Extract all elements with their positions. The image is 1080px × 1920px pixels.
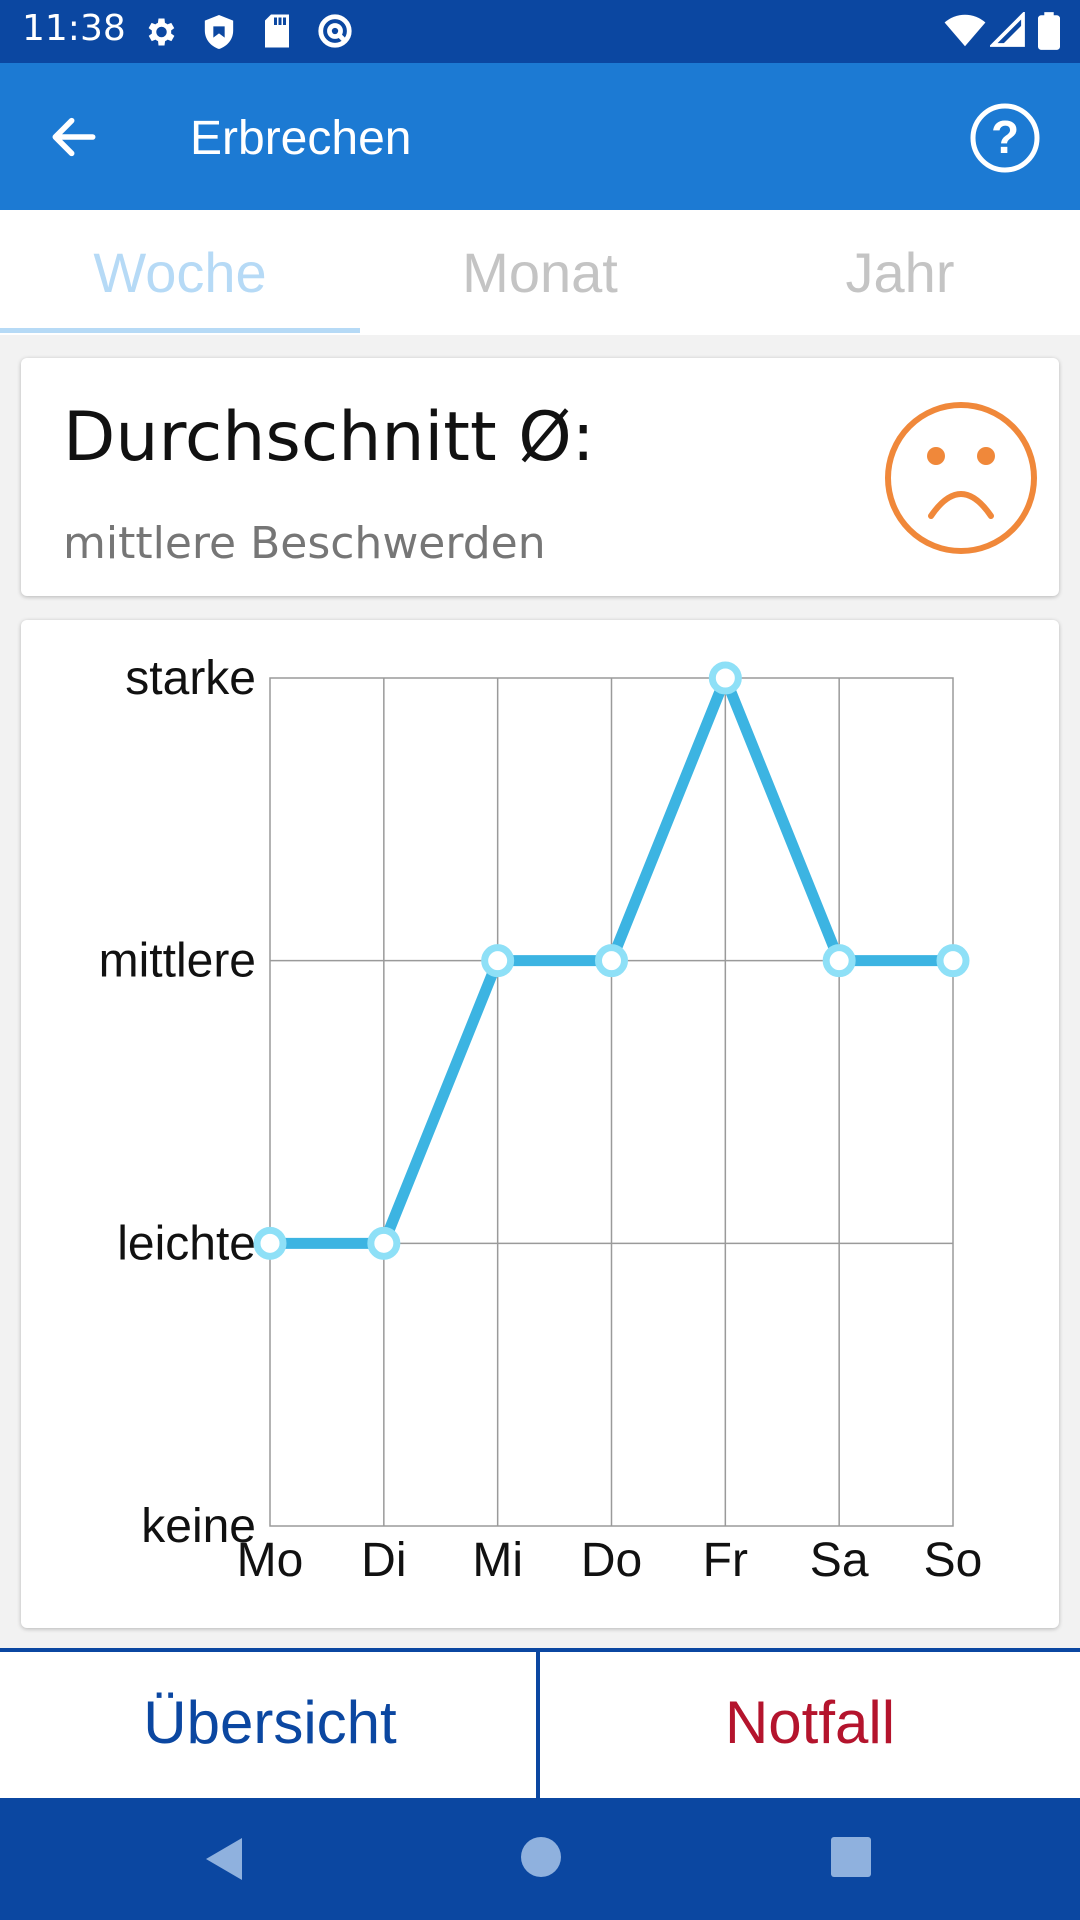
app-bar: Erbrechen ?	[0, 63, 1080, 210]
signal-icon	[990, 12, 1025, 47]
tab-indicator	[0, 328, 360, 333]
chart-card: keine leichte mittlere starke Mo Di Mi Do Fr Sa So	[21, 620, 1059, 1628]
vpn-key-icon	[318, 14, 352, 48]
data-point	[936, 944, 970, 978]
nav-back-icon[interactable]	[200, 1834, 250, 1884]
status-bar: 11:38	[0, 0, 1080, 63]
overview-button[interactable]: Übersicht	[143, 1689, 397, 1756]
back-arrow-icon[interactable]	[44, 109, 104, 165]
data-point	[481, 944, 515, 978]
page-title: Erbrechen	[190, 112, 412, 165]
button-divider	[536, 1652, 540, 1798]
average-value: mittlere Beschwerden	[63, 518, 546, 569]
x-tick-label: Mo	[237, 1534, 304, 1587]
x-tick-label: Di	[361, 1534, 406, 1587]
y-tick-label: mittlere	[99, 935, 256, 988]
bottom-bar: Übersicht Notfall	[0, 1648, 1080, 1802]
summary-card: Durchschnitt Ø: mittlere Beschwerden	[21, 358, 1059, 596]
average-heading: Durchschnitt Ø:	[63, 398, 595, 477]
wifi-icon	[944, 14, 986, 47]
x-tick-label: Sa	[810, 1534, 869, 1587]
tab-year[interactable]: Jahr	[845, 241, 955, 304]
y-tick-label: leichte	[117, 1217, 256, 1270]
tab-week[interactable]: Woche	[93, 241, 267, 304]
sd-card-icon	[265, 14, 289, 48]
status-time: 11:38	[22, 8, 126, 49]
y-tick-label: keine	[141, 1500, 256, 1553]
tab-month[interactable]: Monat	[462, 241, 618, 304]
data-point	[595, 944, 628, 978]
x-tick-label: Do	[581, 1534, 642, 1587]
x-tick-label: So	[924, 1534, 983, 1587]
period-tabs: Woche Monat Jahr	[0, 210, 1080, 335]
nav-recents-icon[interactable]	[828, 1834, 874, 1880]
battery-icon	[1038, 12, 1060, 50]
x-tick-label: Mi	[472, 1534, 523, 1587]
data-point	[253, 1226, 287, 1260]
settings-icon	[148, 18, 175, 46]
sad-face-icon	[885, 402, 1037, 554]
data-point	[822, 944, 856, 978]
emergency-button[interactable]: Notfall	[724, 1689, 896, 1756]
help-icon[interactable]: ?	[968, 101, 1042, 175]
data-point	[708, 661, 742, 695]
shield-icon	[204, 15, 234, 49]
svg-text:?: ?	[991, 111, 1019, 163]
x-tick-label: Fr	[703, 1534, 748, 1587]
nav-home-icon[interactable]	[518, 1834, 564, 1880]
system-nav-bar	[0, 1798, 1080, 1920]
data-point	[367, 1226, 401, 1260]
severity-line-chart: keine leichte mittlere starke Mo Di Mi Do Fr Sa So	[99, 652, 983, 1587]
y-tick-label: starke	[125, 652, 256, 705]
